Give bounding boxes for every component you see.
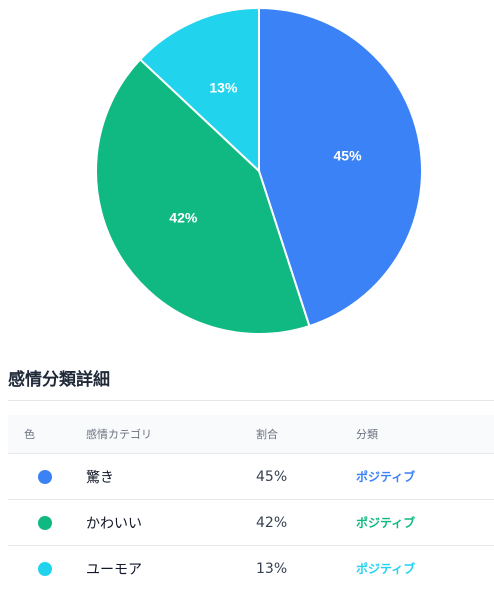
pie-slice-label: 45% [334,148,363,164]
pie-slice-label: 13% [209,79,238,95]
pie-slice [258,6,423,328]
header-ratio: 割合 [256,428,278,441]
pie-slice-label: 42% [169,210,198,226]
ratio-cell: 13% [256,545,356,591]
ratio-cell: 45% [256,453,356,500]
category-cell: ユーモア [86,545,256,591]
color-dot-icon [38,469,52,484]
emotion-detail-section: 感情分類詳細 色 感情カテゴリ 割合 分類 驚き 45% ポジティブ かわいい … [8,366,494,591]
pie-chart-svg: 45% 42% 13% [95,6,423,335]
category-cell: かわいい [86,499,256,546]
color-dot-icon [38,515,52,530]
pie-chart: 45% 42% 13% [95,6,423,335]
table-row: 驚き 45% ポジティブ [8,453,494,500]
classification-badge: ポジティブ [356,470,416,484]
ratio-cell: 42% [256,499,356,546]
color-dot-icon [38,561,52,576]
category-cell: 驚き [86,453,256,500]
emotion-table: 色 感情カテゴリ 割合 分類 驚き 45% ポジティブ かわいい 42% ポジテ… [8,415,494,591]
section-title: 感情分類詳細 [8,370,110,390]
header-classification: 分類 [356,428,378,441]
header-category: 感情カテゴリ [86,428,152,441]
section-divider [8,400,494,401]
classification-badge: ポジティブ [356,562,416,576]
classification-badge: ポジティブ [356,516,416,530]
table-row: かわいい 42% ポジティブ [8,499,494,546]
pie-slice [95,58,311,335]
table-header-row: 色 感情カテゴリ 割合 分類 [8,415,494,454]
table-row: ユーモア 13% ポジティブ [8,545,494,591]
header-color: 色 [24,428,35,441]
pie-slice [138,6,260,174]
